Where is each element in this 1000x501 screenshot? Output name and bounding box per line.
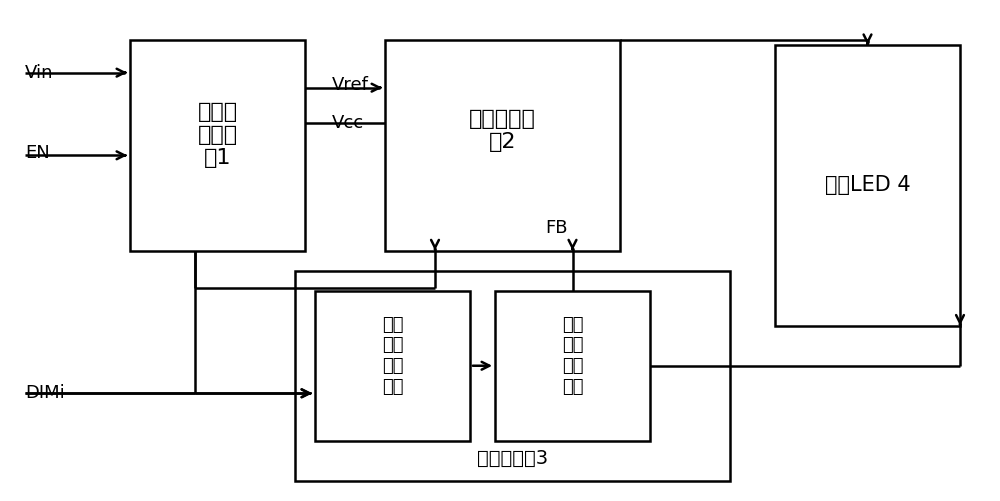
Text: 电压转换模
块2: 电压转换模 块2 xyxy=(469,109,536,152)
Text: Vref: Vref xyxy=(332,76,369,94)
Bar xyxy=(315,291,470,441)
Bar xyxy=(295,271,730,481)
Bar xyxy=(385,40,620,250)
Bar xyxy=(775,45,960,326)
Text: 参考电
压源模
块1: 参考电 压源模 块1 xyxy=(197,102,238,168)
Text: Vcc: Vcc xyxy=(332,114,364,132)
Text: 恒流控制器3: 恒流控制器3 xyxy=(477,449,548,468)
Text: 负载LED 4: 负载LED 4 xyxy=(825,175,910,195)
Text: 恒流
输出
控制
单元: 恒流 输出 控制 单元 xyxy=(562,316,583,396)
Text: EN: EN xyxy=(25,144,50,162)
Text: FB: FB xyxy=(545,219,568,237)
Text: Vin: Vin xyxy=(25,64,54,82)
Bar xyxy=(495,291,650,441)
Text: DIMi: DIMi xyxy=(25,384,65,402)
Bar xyxy=(130,40,305,250)
Text: 参考
电流
设置
单元: 参考 电流 设置 单元 xyxy=(382,316,403,396)
